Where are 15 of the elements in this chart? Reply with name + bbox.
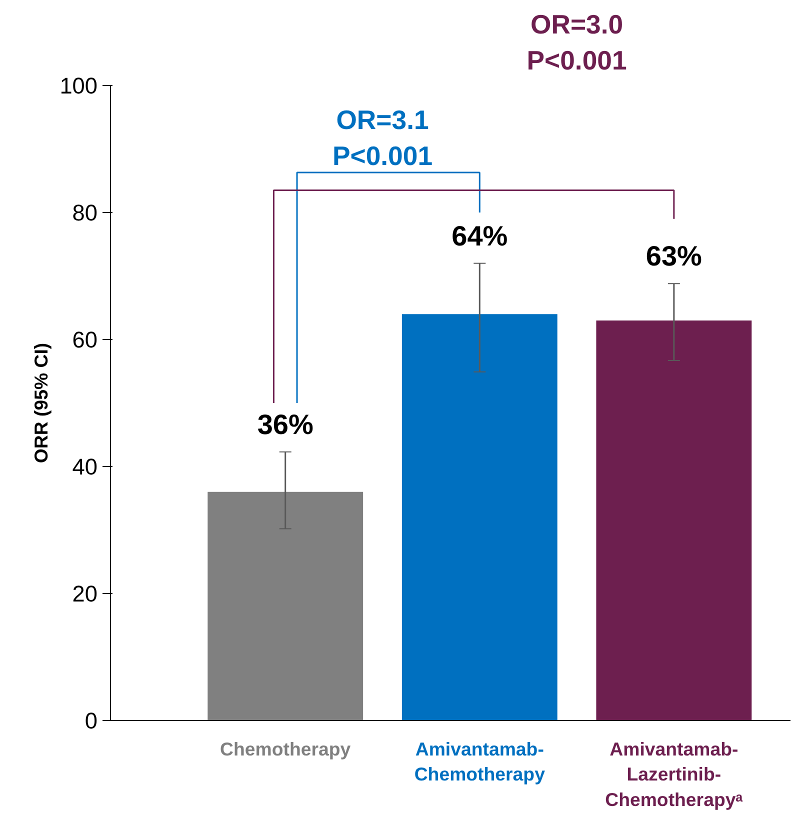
- data-label: 36%: [257, 408, 314, 440]
- y-tick-label: 20: [72, 580, 98, 606]
- x-tick-label: Chemotherapy: [220, 738, 352, 760]
- annotation: OR=3.1 P<0.001: [332, 105, 433, 172]
- y-tick-label: 100: [60, 72, 98, 98]
- y-tick-label: 60: [72, 326, 98, 352]
- data-label: 64%: [452, 220, 508, 252]
- x-tick-label: Amivantamab- Chemotherapy: [414, 738, 546, 785]
- y-axis-title: ORR (95% CI): [30, 342, 52, 464]
- text: OR=3.0 P<0.001: [526, 10, 627, 76]
- y-tick-label: 0: [84, 708, 98, 734]
- data-label: 63%: [646, 240, 702, 272]
- y-tick-label: 40: [72, 454, 98, 480]
- y-tick-label: 80: [72, 200, 98, 226]
- x-tick-label: Amivantamab- Lazertinib- Chemotherapyᵃ: [605, 738, 743, 810]
